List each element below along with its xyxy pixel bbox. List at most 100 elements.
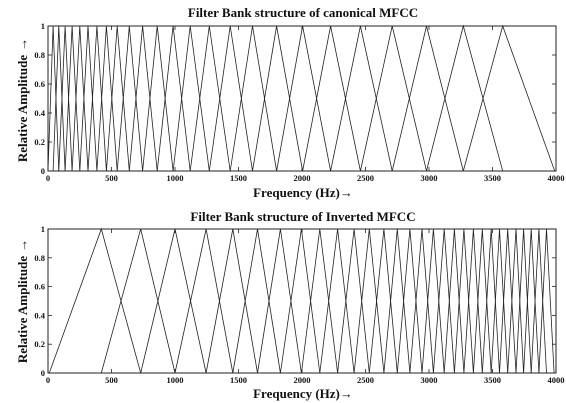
x-tick-label: 2500 [357, 173, 374, 183]
triangular-filter [330, 25, 393, 172]
triangular-filter [538, 228, 555, 374]
x-tick-label: 1500 [230, 173, 247, 183]
chart-title: Filter Bank structure of Inverted MFCC [190, 209, 415, 224]
x-tick-label: 4000 [548, 375, 565, 385]
y-axis-label-text: Relative Amplitude [15, 55, 30, 162]
triangular-filter [530, 228, 547, 374]
inverted-mfcc-chart: Filter Bank structure of Inverted MFCC 0… [15, 209, 565, 401]
triangular-filter [71, 25, 89, 172]
y-tick-label: 0.6 [34, 79, 45, 89]
x-tick-label: 3000 [421, 173, 438, 183]
y-tick-label: 1 [41, 21, 45, 31]
x-tick-label: 1000 [167, 375, 184, 385]
triangular-filter [507, 228, 524, 374]
triangular-filter [396, 228, 423, 374]
y-tick-label: 0 [41, 166, 45, 176]
x-tick-label: 4000 [548, 173, 565, 183]
plot-frame [47, 25, 557, 172]
triangular-filter [174, 228, 234, 374]
x-tick-label: 3000 [421, 375, 438, 385]
triangular-filter [205, 228, 258, 374]
triangular-filter [142, 25, 174, 172]
triangular-filter [229, 25, 277, 172]
plot-area: 0 500 1000 1500 2000 2500 3000 3500 4000 0 0.2 0.4 0… [34, 21, 564, 183]
x-axis-arrow: → [340, 185, 353, 200]
triangular-filter [58, 25, 73, 172]
x-tick-label: 2500 [357, 375, 374, 385]
y-tick-label: 1 [41, 224, 45, 234]
triangular-filter [116, 25, 143, 172]
triangular-filter [189, 25, 231, 172]
triangular-filter [140, 228, 207, 374]
triangular-filter [208, 25, 253, 172]
x-axis-arrow: → [340, 386, 353, 401]
triangular-filter [172, 25, 210, 172]
triangular-filter [490, 228, 509, 374]
triangular-filter [52, 25, 66, 172]
triangular-filter [64, 25, 81, 172]
x-tick-label: 500 [105, 375, 118, 385]
triangular-filter [463, 228, 483, 374]
y-axis-arrow: → [15, 239, 30, 252]
x-axis-label: Frequency (Hz)→ [253, 185, 353, 200]
y-tick-label: 0.6 [34, 282, 45, 292]
y-axis-label: Relative Amplitude → [15, 239, 30, 363]
triangular-filter [302, 25, 361, 172]
x-tick-label: 1000 [167, 173, 184, 183]
y-tick-label: 0.8 [34, 253, 45, 263]
triangular-filter [106, 25, 130, 172]
triangular-filter [523, 228, 540, 374]
x-axis-label: Frequency (Hz)→ [253, 386, 353, 401]
triangular-filter [433, 228, 455, 374]
triangular-filter [337, 228, 370, 374]
triangular-filter [462, 24, 556, 172]
triangular-filter [280, 228, 321, 374]
y-axis-label-text: Relative Amplitude [15, 256, 30, 363]
triangular-filter [319, 228, 355, 374]
x-tick-label: 1500 [230, 375, 247, 385]
triangular-filter [276, 25, 331, 172]
x-tick-label: 0 [46, 375, 50, 385]
triangular-filter [47, 25, 60, 172]
triangular-filter [499, 228, 517, 374]
canonical-mfcc-chart: Filter Bank structure of canonical MFCC … [15, 5, 565, 200]
triangular-filter [368, 228, 398, 374]
triangular-filter [443, 228, 465, 374]
y-tick-label: 0.4 [34, 310, 45, 320]
x-tick-label: 3500 [484, 375, 501, 385]
plot-area: 0 500 1000 1500 2000 2500 3000 3500 4000 0 0.2 0.4 0… [34, 224, 564, 385]
triangular-filter [454, 228, 474, 374]
triangular-filter [383, 228, 411, 374]
x-axis-label-text: Frequency (Hz) [253, 185, 340, 200]
triangular-filter [353, 228, 385, 374]
triangular-filter [100, 228, 176, 374]
triangular-filter [515, 228, 532, 374]
chart-title: Filter Bank structure of canonical MFCC [188, 5, 418, 20]
triangular-filter [421, 228, 445, 374]
triangular-filter [409, 228, 434, 374]
triangular-filter [301, 228, 338, 374]
triangular-filter [391, 25, 464, 172]
y-tick-label: 0.2 [34, 339, 45, 349]
triangular-filter [96, 25, 118, 172]
triangular-filter [360, 25, 427, 172]
x-tick-label: 3500 [484, 173, 501, 183]
x-axis-label-text: Frequency (Hz) [253, 386, 340, 401]
x-tick-label: 500 [105, 173, 118, 183]
y-tick-label: 0 [41, 368, 45, 378]
y-tick-label: 0.2 [34, 137, 45, 147]
triangular-filter [48, 227, 142, 374]
x-tick-label: 0 [46, 173, 50, 183]
triangular-filter [426, 24, 504, 172]
x-tick-label: 2000 [294, 173, 311, 183]
triangular-filter [128, 25, 158, 172]
triangular-filter [252, 25, 303, 172]
triangular-filter [156, 25, 191, 172]
triangular-filter [79, 25, 98, 172]
y-tick-label: 0.4 [34, 108, 45, 118]
triangular-filter [232, 228, 281, 374]
plot-frame [47, 228, 557, 374]
triangular-filter [87, 25, 107, 172]
y-axis-label: Relative Amplitude → [15, 38, 30, 162]
